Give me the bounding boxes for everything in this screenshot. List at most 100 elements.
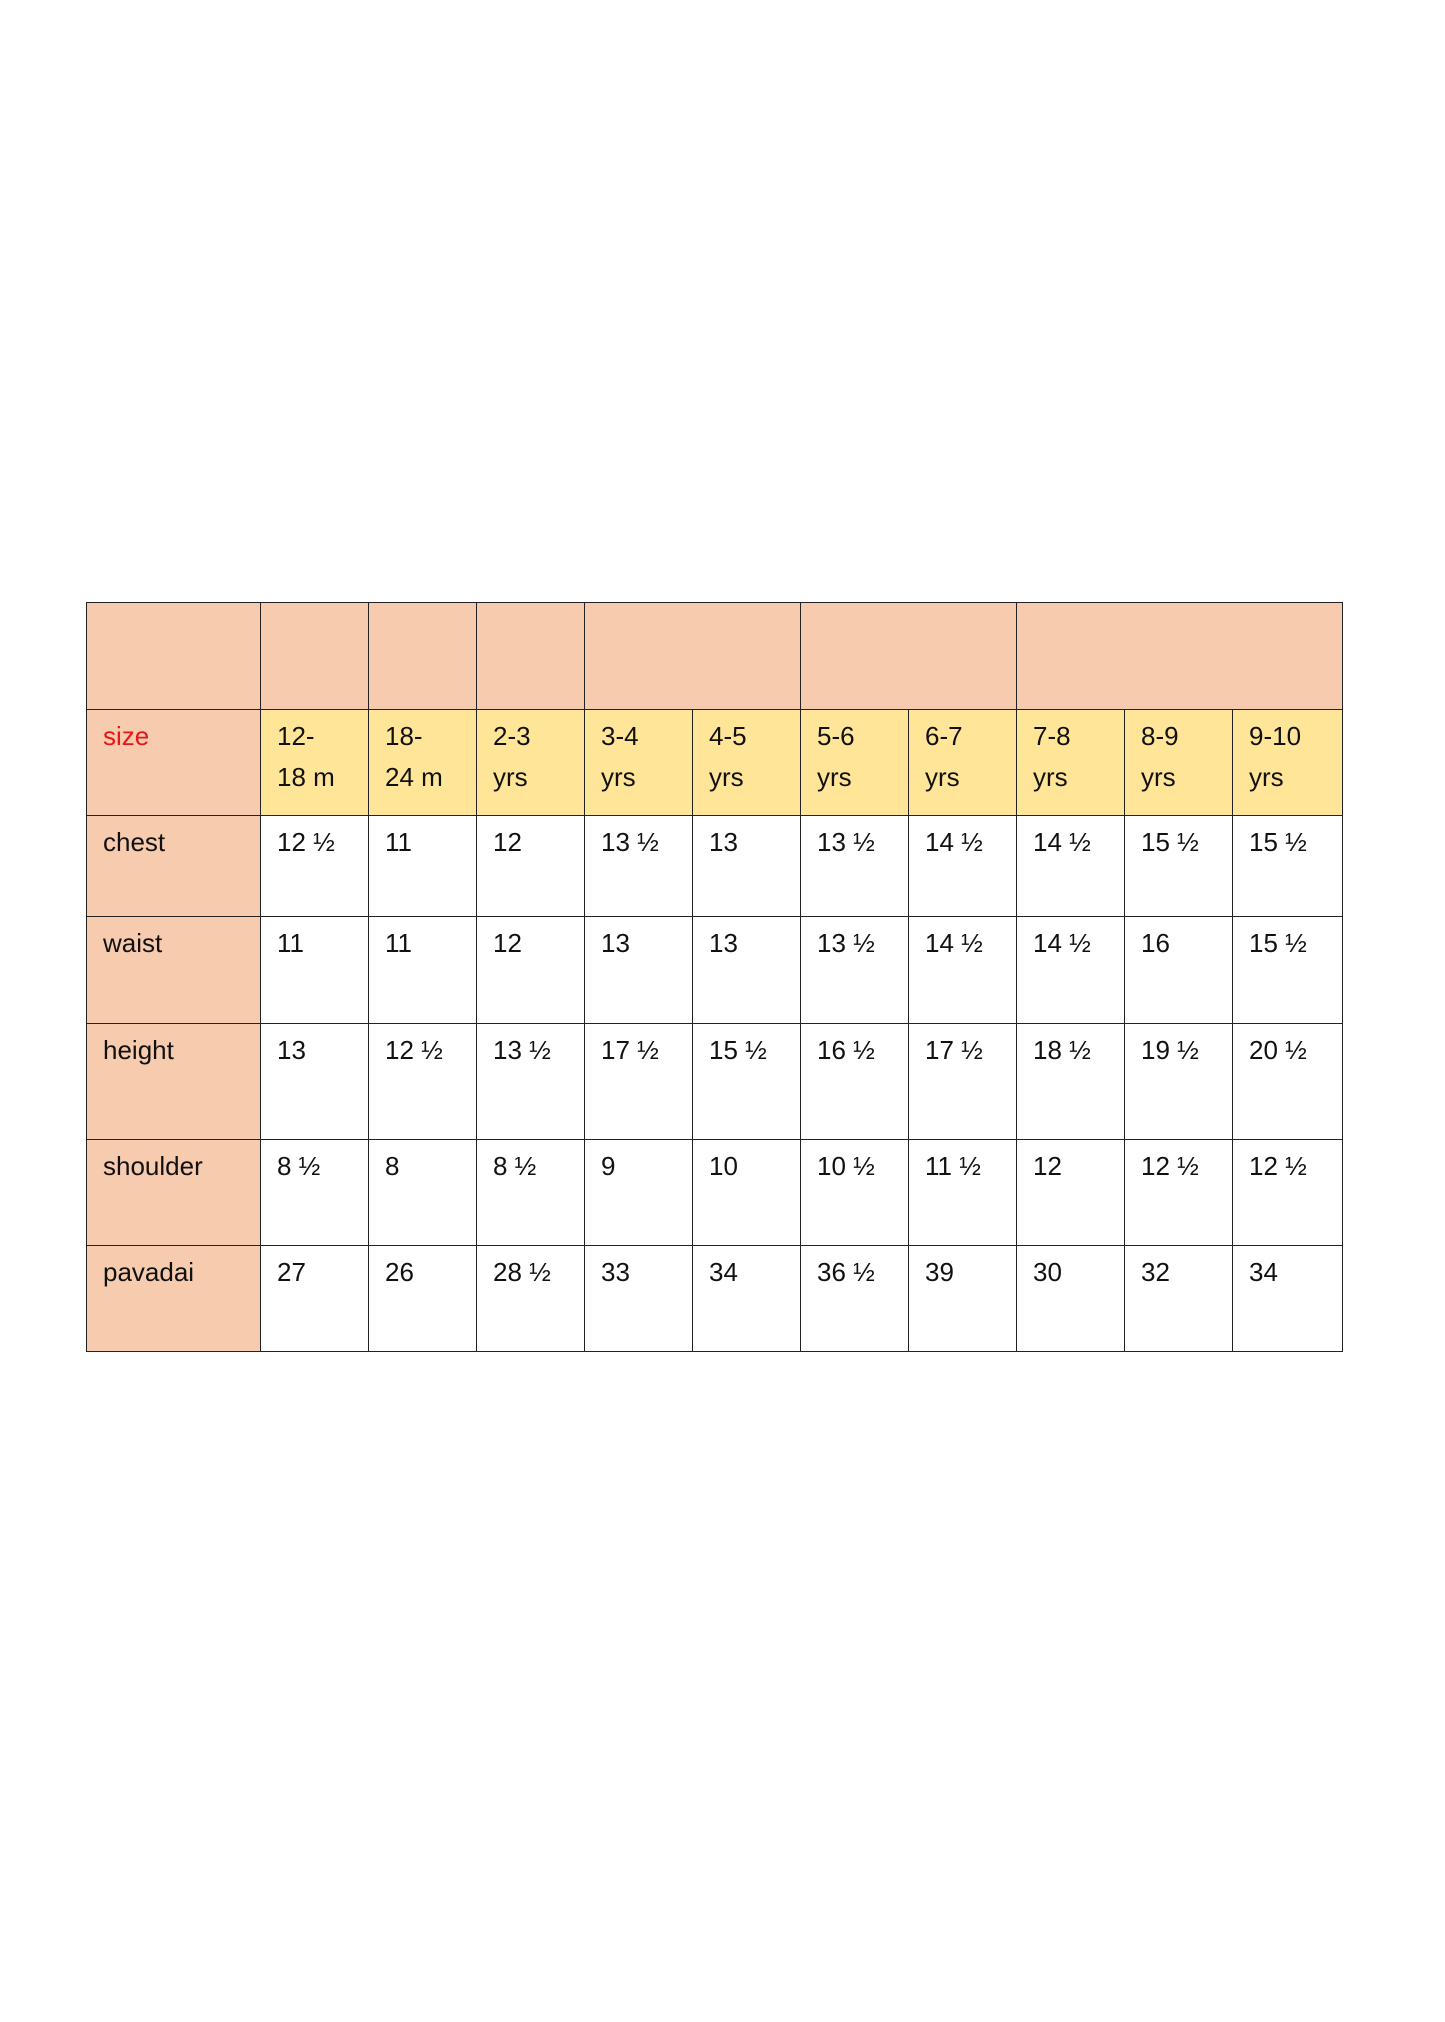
- measurement-cell: 16 ½: [800, 1023, 909, 1140]
- measurement-cell: 34: [692, 1245, 801, 1352]
- blank-header-cell: [800, 602, 1017, 710]
- measurement-cell: 10: [692, 1139, 801, 1246]
- blank-header-row: [86, 602, 1343, 710]
- row-label: waist: [86, 916, 261, 1024]
- measurement-cell: 8: [368, 1139, 477, 1246]
- size-header-line: yrs: [817, 762, 852, 792]
- size-header-line: yrs: [1033, 762, 1068, 792]
- blank-header-cell: [368, 602, 477, 710]
- size-header-cell: 12- 18 m: [260, 709, 369, 816]
- measurement-cell: 19 ½: [1124, 1023, 1233, 1140]
- measurement-cell: 13: [692, 916, 801, 1024]
- measurement-cell: 26: [368, 1245, 477, 1352]
- size-header-line: 8-9: [1141, 721, 1179, 751]
- measurement-cell: 12 ½: [368, 1023, 477, 1140]
- measurement-row-pavadai: pavadai 27 26 28 ½ 33 34 36 ½ 39 30 32 34: [86, 1245, 1343, 1352]
- size-header-line: yrs: [601, 762, 636, 792]
- measurement-cell: 36 ½: [800, 1245, 909, 1352]
- measurement-cell: 13: [692, 815, 801, 917]
- measurement-cell: 14 ½: [908, 815, 1017, 917]
- measurement-cell: 18 ½: [1016, 1023, 1125, 1140]
- size-header-line: 12-: [277, 721, 315, 751]
- blank-header-cell: [260, 602, 369, 710]
- size-header-cell: 7-8 yrs: [1016, 709, 1125, 816]
- measurement-cell: 32: [1124, 1245, 1233, 1352]
- measurement-cell: 28 ½: [476, 1245, 585, 1352]
- size-header-line: 24 m: [385, 762, 443, 792]
- size-header-line: 3-4: [601, 721, 639, 751]
- size-header-line: yrs: [1249, 762, 1284, 792]
- row-label: height: [86, 1023, 261, 1140]
- size-header-cell: 5-6 yrs: [800, 709, 909, 816]
- size-chart-table: size 12- 18 m 18- 24 m 2-3 yrs 3-4 yrs 4-5 yrs 5-6…: [86, 602, 1343, 1352]
- measurement-cell: 20 ½: [1232, 1023, 1343, 1140]
- measurement-cell: 13 ½: [584, 815, 693, 917]
- measurement-cell: 12 ½: [1124, 1139, 1233, 1246]
- measurement-cell: 11 ½: [908, 1139, 1017, 1246]
- size-header-cell: 4-5 yrs: [692, 709, 801, 816]
- size-header-cell: 6-7 yrs: [908, 709, 1017, 816]
- size-header-line: 5-6: [817, 721, 855, 751]
- size-row: size 12- 18 m 18- 24 m 2-3 yrs 3-4 yrs 4-5 yrs 5-6…: [86, 709, 1343, 816]
- size-header-line: yrs: [925, 762, 960, 792]
- row-label: chest: [86, 815, 261, 917]
- row-label: pavadai: [86, 1245, 261, 1352]
- size-header-cell: 8-9 yrs: [1124, 709, 1233, 816]
- measurement-cell: 12 ½: [1232, 1139, 1343, 1246]
- measurement-row-waist: waist 11 11 12 13 13 13 ½ 14 ½ 14 ½ 16 15 ½: [86, 916, 1343, 1024]
- measurement-cell: 12: [1016, 1139, 1125, 1246]
- measurement-cell: 13 ½: [800, 815, 909, 917]
- size-header-line: 18-: [385, 721, 423, 751]
- blank-header-cell: [584, 602, 801, 710]
- size-header-line: 4-5: [709, 721, 747, 751]
- measurement-cell: 34: [1232, 1245, 1343, 1352]
- measurement-cell: 12: [476, 815, 585, 917]
- measurement-cell: 13 ½: [800, 916, 909, 1024]
- measurement-cell: 9: [584, 1139, 693, 1246]
- size-header-line: 6-7: [925, 721, 963, 751]
- measurement-cell: 13: [260, 1023, 369, 1140]
- size-header-cell: 3-4 yrs: [584, 709, 693, 816]
- size-header-line: 18 m: [277, 762, 335, 792]
- measurement-cell: 11: [368, 815, 477, 917]
- measurement-cell: 14 ½: [1016, 916, 1125, 1024]
- measurement-cell: 33: [584, 1245, 693, 1352]
- measurement-cell: 12 ½: [260, 815, 369, 917]
- measurement-row-height: height 13 12 ½ 13 ½ 17 ½ 15 ½ 16 ½ 17 ½ 18 ½ 19 ½…: [86, 1023, 1343, 1140]
- measurement-cell: 13 ½: [476, 1023, 585, 1140]
- size-header-line: 9-10: [1249, 721, 1302, 751]
- measurement-cell: 30: [1016, 1245, 1125, 1352]
- size-header-cell: 2-3 yrs: [476, 709, 585, 816]
- measurement-cell: 15 ½: [692, 1023, 801, 1140]
- measurement-cell: 10 ½: [800, 1139, 909, 1246]
- measurement-cell: 14 ½: [908, 916, 1017, 1024]
- measurement-cell: 14 ½: [1016, 815, 1125, 917]
- measurement-cell: 17 ½: [908, 1023, 1017, 1140]
- measurement-cell: 16: [1124, 916, 1233, 1024]
- measurement-cell: 8 ½: [260, 1139, 369, 1246]
- size-header-line: yrs: [709, 762, 744, 792]
- measurement-cell: 27: [260, 1245, 369, 1352]
- size-header-line: yrs: [1141, 762, 1176, 792]
- measurement-cell: 15 ½: [1232, 916, 1343, 1024]
- measurement-cell: 11: [368, 916, 477, 1024]
- size-header-line: 7-8: [1033, 721, 1071, 751]
- measurement-cell: 15 ½: [1232, 815, 1343, 917]
- measurement-cell: 17 ½: [584, 1023, 693, 1140]
- size-header-cell: 18- 24 m: [368, 709, 477, 816]
- size-header-line: 2-3: [493, 721, 531, 751]
- measurement-cell: 11: [260, 916, 369, 1024]
- size-header-line: yrs: [493, 762, 528, 792]
- measurement-cell: 15 ½: [1124, 815, 1233, 917]
- measurement-cell: 13: [584, 916, 693, 1024]
- blank-header-cell: [86, 602, 261, 710]
- measurement-cell: 8 ½: [476, 1139, 585, 1246]
- row-label: shoulder: [86, 1139, 261, 1246]
- size-header-cell: 9-10 yrs: [1232, 709, 1343, 816]
- measurement-cell: 12: [476, 916, 585, 1024]
- size-label: size: [86, 709, 261, 816]
- measurement-row-chest: chest 12 ½ 11 12 13 ½ 13 13 ½ 14 ½ 14 ½ 15 ½ 15 ½: [86, 815, 1343, 917]
- blank-header-cell: [476, 602, 585, 710]
- blank-header-cell: [1016, 602, 1343, 710]
